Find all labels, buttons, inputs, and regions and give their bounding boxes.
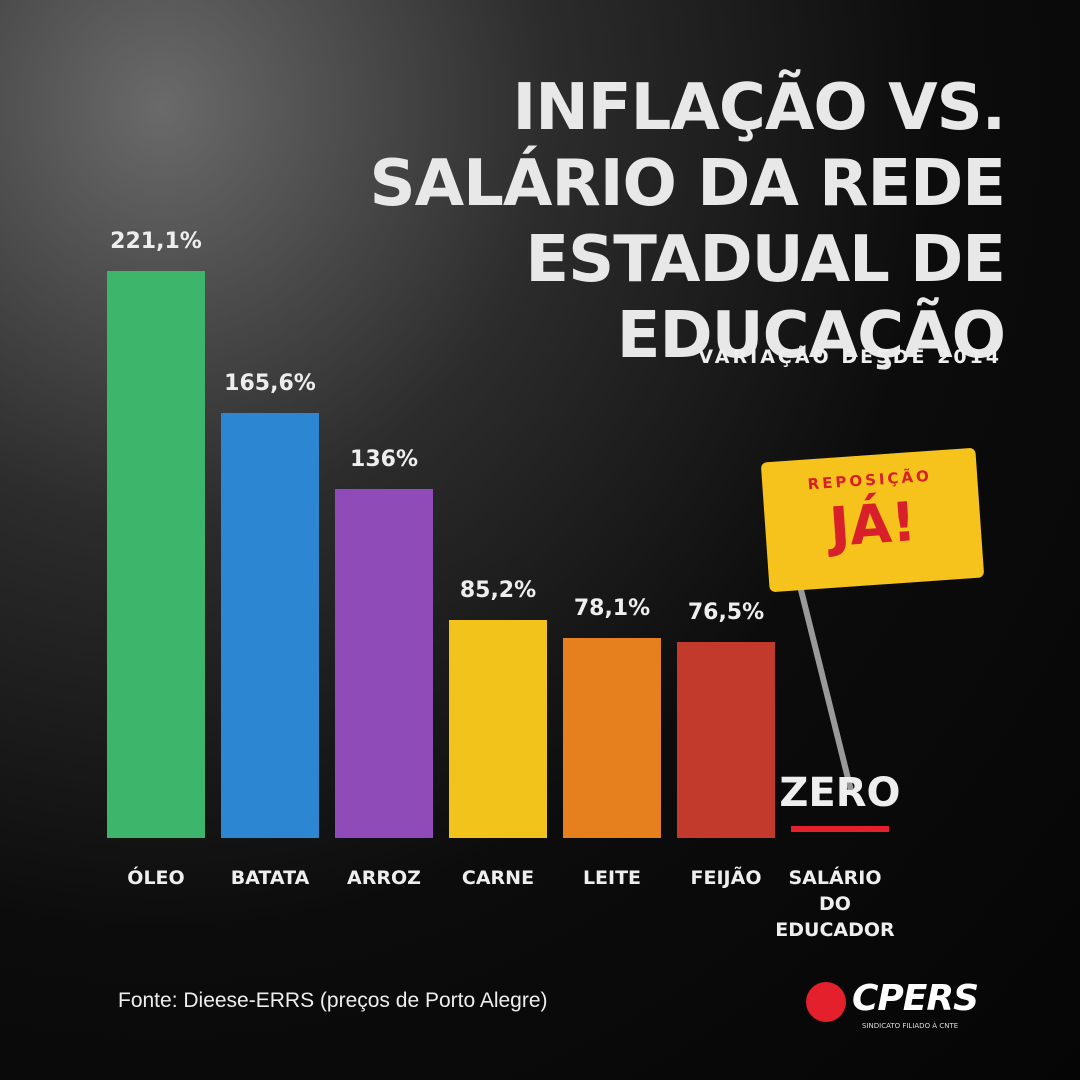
logo-name: CPERS	[852, 978, 979, 1019]
bar	[449, 619, 547, 838]
logo-tagline: SINDICATO FILIADO À CNTE	[862, 1022, 959, 1030]
x-tick-label: LEITE	[582, 867, 642, 889]
bar	[677, 641, 775, 838]
chart-subtitle: VARIAÇÃO DESDE 2014	[698, 346, 1002, 368]
value-label: 165,6%	[224, 371, 316, 397]
source-note: Fonte: Dieese-ERRS (preços de Porto Aleg…	[118, 989, 548, 1012]
bar	[221, 413, 319, 838]
flag: REPOSIÇÃO JÁ!	[760, 447, 985, 593]
bar	[107, 271, 205, 838]
chart-title: INFLAÇÃO VS. SALÁRIO DA REDE ESTADUAL DE…	[369, 71, 1007, 373]
x-tick-label: FEIJÃO	[690, 867, 762, 889]
x-tick-label: CARNE	[461, 867, 535, 889]
bar	[335, 489, 433, 838]
flag-main-text: JÁ!	[827, 490, 919, 559]
logo-icon	[806, 982, 846, 1022]
value-label: 78,1%	[573, 595, 651, 621]
bar	[563, 637, 661, 838]
value-label: 221,1%	[110, 229, 202, 254]
x-tick-label: ÓLEO	[127, 867, 185, 889]
x-tick-label: BATATA	[230, 867, 310, 889]
x-tick-label: ARROZ	[347, 867, 421, 889]
value-label: 85,2%	[459, 577, 537, 603]
value-label: ZERO	[779, 770, 901, 816]
bar	[791, 826, 889, 832]
x-tick-label: SALÁRIO DO EDUCADOR	[775, 867, 895, 941]
value-label: 136%	[350, 447, 418, 473]
value-label: 76,5%	[687, 599, 765, 625]
